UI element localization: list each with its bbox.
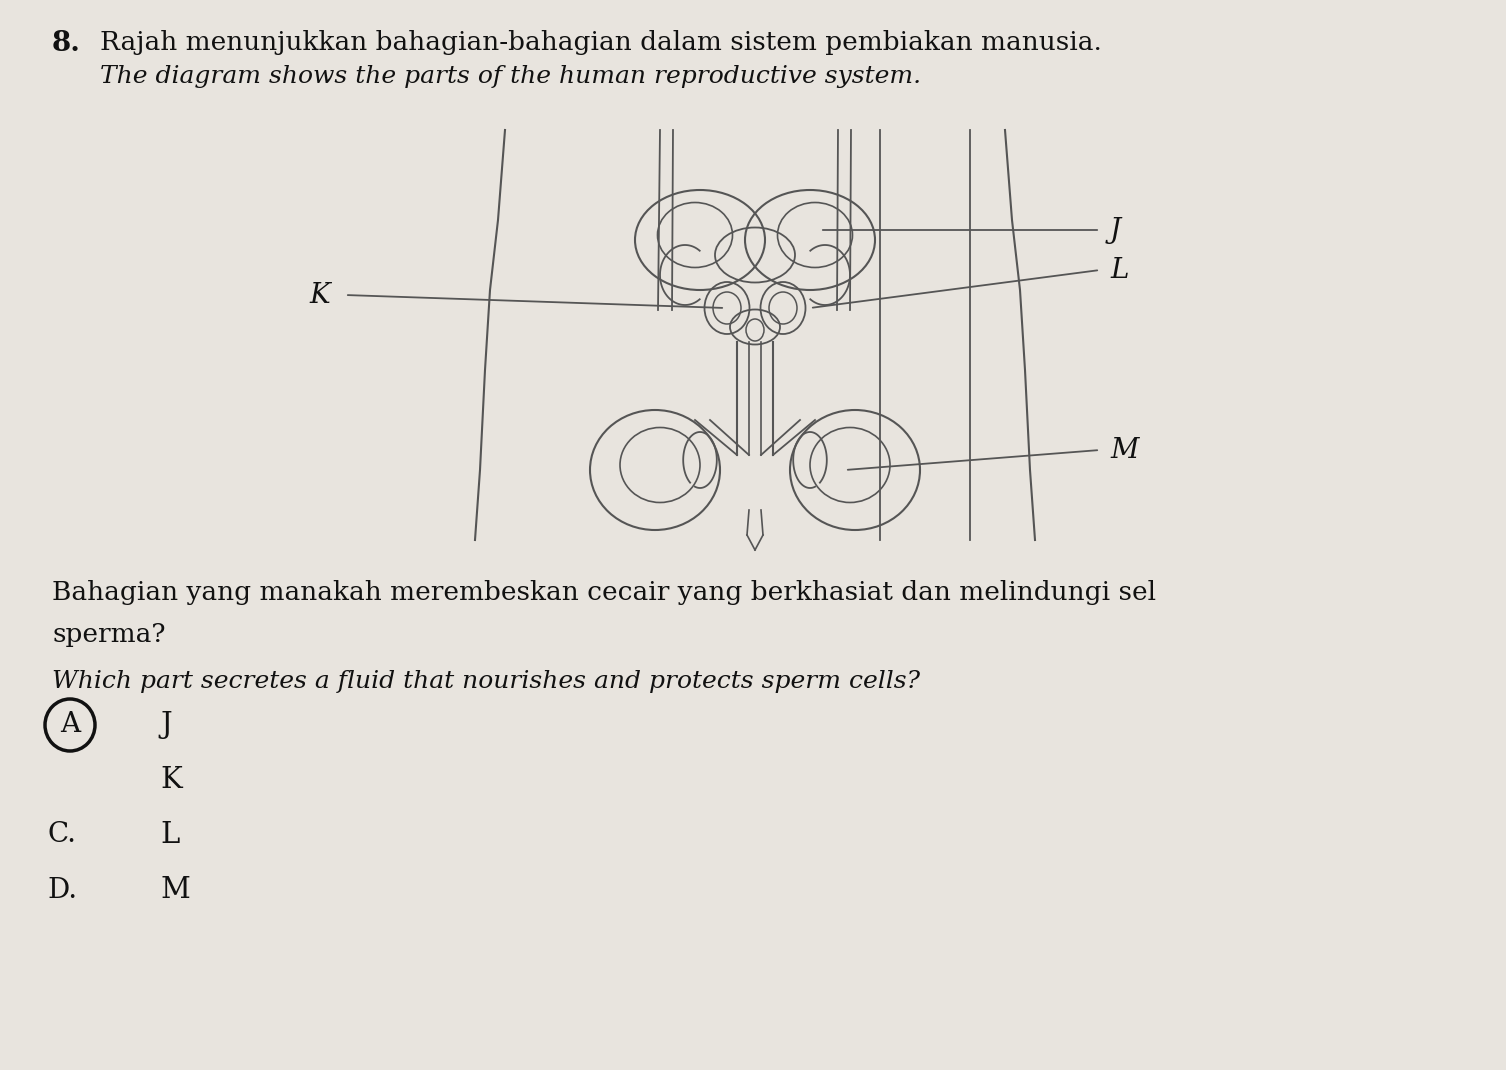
Text: C.: C. <box>47 822 75 849</box>
Text: Rajah menunjukkan bahagian-bahagian dalam sistem pembiakan manusia.: Rajah menunjukkan bahagian-bahagian dala… <box>99 30 1102 55</box>
Text: M: M <box>1110 437 1139 463</box>
Text: J: J <box>1110 216 1120 244</box>
Text: The diagram shows the parts of the human reproductive system.: The diagram shows the parts of the human… <box>99 65 922 88</box>
Text: L: L <box>160 821 179 849</box>
Text: A: A <box>60 712 80 738</box>
Text: Which part secretes a fluid that nourishes and protects sperm cells?: Which part secretes a fluid that nourish… <box>53 670 920 693</box>
Text: M: M <box>160 876 190 904</box>
Text: J: J <box>160 710 172 739</box>
Text: L: L <box>1110 257 1128 284</box>
Text: Bahagian yang manakah merembeskan cecair yang berkhasiat dan melindungi sel: Bahagian yang manakah merembeskan cecair… <box>53 580 1157 605</box>
Text: K: K <box>160 766 182 794</box>
Text: 8.: 8. <box>53 30 81 57</box>
Text: sperma?: sperma? <box>53 622 166 647</box>
Text: K: K <box>309 281 330 308</box>
Text: D.: D. <box>47 876 77 903</box>
